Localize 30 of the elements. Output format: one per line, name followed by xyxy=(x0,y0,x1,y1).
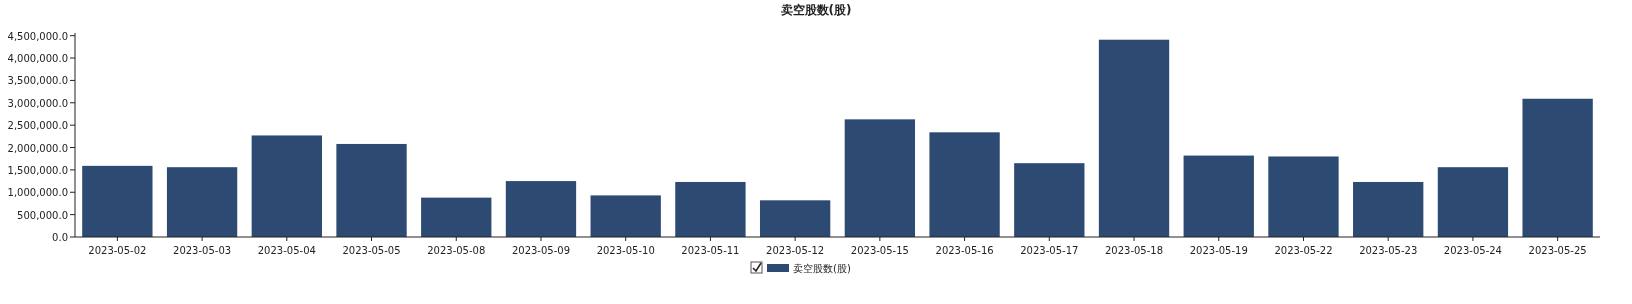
y-tick-label: 3,000,000.0 xyxy=(7,97,68,109)
x-tick-label: 2023-05-17 xyxy=(1020,245,1079,256)
x-tick-label: 2023-05-09 xyxy=(511,245,571,256)
x-tick-label: 2023-05-02 xyxy=(88,245,147,256)
y-tick-label: 2,000,000.0 xyxy=(7,142,68,154)
x-tick-label: 2023-05-04 xyxy=(257,245,316,256)
x-tick-label: 2023-05-03 xyxy=(173,245,232,256)
y-tick-label: 500,000.0 xyxy=(17,209,68,221)
x-tick-label: 2023-05-08 xyxy=(427,245,486,256)
x-tick-label: 2023-05-10 xyxy=(596,245,655,256)
x-tick-label: 2023-05-11 xyxy=(681,245,740,256)
x-tick-label: 2023-05-22 xyxy=(1274,245,1333,256)
y-tick-label: 4,500,000.0 xyxy=(7,30,68,42)
x-tick-label: 2023-05-15 xyxy=(850,245,909,256)
legend-label: 卖空股数(股) xyxy=(793,263,851,274)
y-tick-label: 0.0 xyxy=(52,232,68,243)
x-tick-label: 2023-05-12 xyxy=(766,245,825,256)
chart-title: 卖空股数(股) xyxy=(780,3,852,17)
y-tick-label: 1,500,000.0 xyxy=(7,164,68,176)
x-tick-label: 2023-05-16 xyxy=(935,245,994,256)
y-tick-label: 4,000,000.0 xyxy=(7,53,68,65)
x-tick-label: 2023-05-05 xyxy=(342,245,401,256)
y-tick-label: 2,500,000.0 xyxy=(7,120,68,132)
x-tick-label: 2023-05-25 xyxy=(1528,245,1587,256)
x-tick-label: 2023-05-19 xyxy=(1189,245,1248,256)
x-tick-label: 2023-05-24 xyxy=(1443,245,1502,256)
x-tick-label: 2023-05-23 xyxy=(1359,245,1418,256)
y-tick-label: 3,500,000.0 xyxy=(7,75,68,87)
y-tick-label: 1,000,000.0 xyxy=(7,187,68,199)
x-tick-label: 2023-05-18 xyxy=(1104,245,1164,256)
